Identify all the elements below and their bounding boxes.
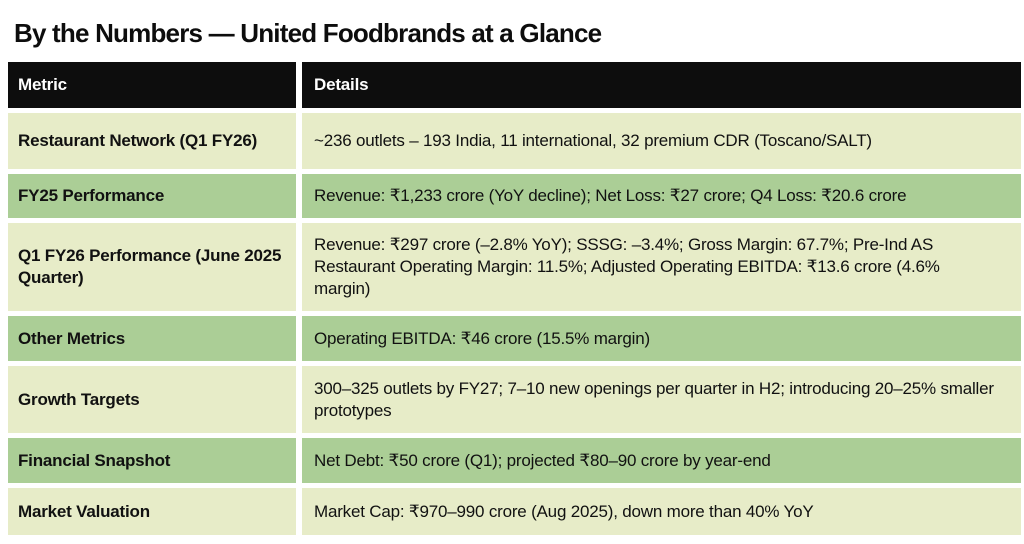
table-row-metric-fy25-performance: FY25 Performance [8, 174, 296, 218]
table-row-details-market-valuation: Market Cap: ₹970–990 crore (Aug 2025), d… [302, 488, 1021, 535]
table-row-metric-financial-snapshot: Financial Snapshot [8, 438, 296, 483]
column-header-metric: Metric [8, 62, 296, 108]
table-row-details-growth-targets: 300–325 outlets by FY27; 7–10 new openin… [302, 366, 1021, 433]
table-row-metric-growth-targets: Growth Targets [8, 366, 296, 433]
table-row-details-financial-snapshot: Net Debt: ₹50 crore (Q1); projected ₹80–… [302, 438, 1021, 483]
table-row-details-q1-fy26-performance: Revenue: ₹297 crore (–2.8% YoY); SSSG: –… [302, 223, 1021, 311]
table-row-metric-restaurant-network: Restaurant Network (Q1 FY26) [8, 113, 296, 169]
table-row-details-fy25-performance: Revenue: ₹1,233 crore (YoY decline); Net… [302, 174, 1021, 218]
table-row-details-restaurant-network: ~236 outlets – 193 India, 11 internation… [302, 113, 1021, 169]
page-title: By the Numbers — United Foodbrands at a … [14, 18, 602, 48]
summary-table: Metric Details Restaurant Network (Q1 FY… [8, 62, 1021, 535]
table-row-details-other-metrics: Operating EBITDA: ₹46 crore (15.5% margi… [302, 316, 1021, 361]
column-header-details: Details [302, 62, 1021, 108]
table-row-metric-other-metrics: Other Metrics [8, 316, 296, 361]
table-row-metric-q1-fy26-performance: Q1 FY26 Performance (June 2025 Quarter) [8, 223, 296, 311]
table-row-metric-market-valuation: Market Valuation [8, 488, 296, 535]
